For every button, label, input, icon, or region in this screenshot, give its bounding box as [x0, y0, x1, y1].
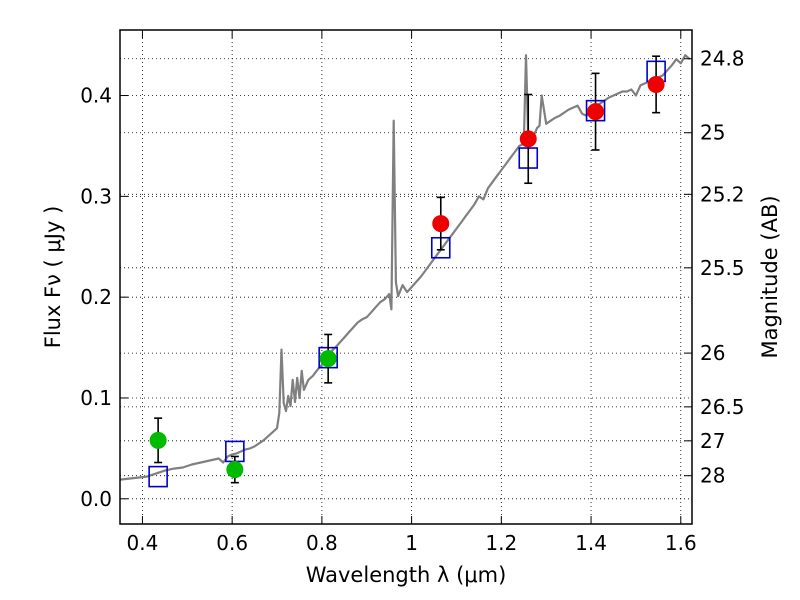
y-tick-label: 0.3 [80, 184, 112, 208]
y-tick-label: 0.0 [80, 487, 112, 511]
y-axis-label: Flux Fν ( μJy ) [41, 206, 65, 349]
x-axis-label: Wavelength λ (μm) [306, 563, 507, 587]
axis-labels: Wavelength λ (μm) Flux Fν ( μJy ) Magnit… [41, 195, 782, 587]
y2-tick-label: 25.5 [700, 256, 745, 280]
y2-tick-label: 27 [700, 429, 725, 453]
nir-flux-point [432, 215, 450, 233]
y2-tick-label: 24.8 [700, 47, 745, 71]
nir-flux-point [519, 130, 537, 148]
optical-flux-point [226, 461, 244, 479]
x-tick-label: 1.2 [485, 531, 517, 555]
x-tick-label: 0.8 [306, 531, 338, 555]
y2-tick-label: 26 [700, 341, 725, 365]
x-tick-label: 0.4 [127, 531, 159, 555]
y-tick-label: 0.4 [80, 84, 112, 108]
y-tick-label: 0.1 [80, 386, 112, 410]
optical-flux-point [149, 431, 167, 449]
x-tick-label: 0.6 [216, 531, 248, 555]
y2-axis-label: Magnitude (AB) [758, 195, 782, 358]
gridlines [120, 30, 692, 524]
axis-ticks: 0.4 0.6 0.8 1 1.2 1.4 1.6 0.0 0.1 0.2 0.3 0.4 24.8 25… [80, 30, 745, 555]
nir-flux-point [647, 75, 665, 93]
plot-frame [119, 29, 693, 525]
y2-tick-label: 25 [700, 121, 725, 145]
optical-flux-point [319, 350, 337, 368]
y2-tick-label: 26.5 [700, 395, 745, 419]
y2-tick-label: 28 [700, 464, 725, 488]
model-square-point [148, 465, 168, 488]
x-tick-label: 1.4 [575, 531, 607, 555]
y2-tick-label: 25.2 [700, 182, 745, 206]
y-tick-label: 0.2 [80, 285, 112, 309]
x-tick-label: 1 [405, 531, 418, 555]
x-tick-label: 1.6 [665, 531, 697, 555]
marker-layer [148, 55, 666, 488]
nir-flux-point [587, 103, 605, 121]
